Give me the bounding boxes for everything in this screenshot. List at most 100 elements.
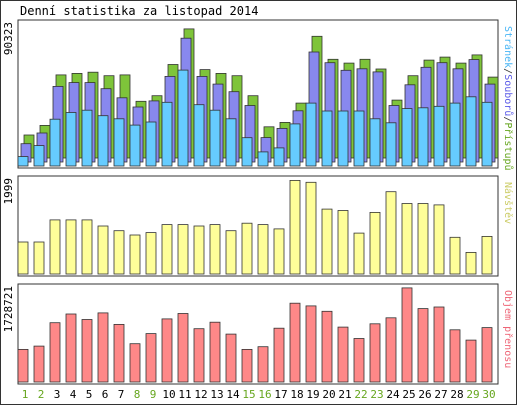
- bar-hosts-Návštěv-day-26: [417, 203, 429, 275]
- bar-hosts-Návštěv-day-16: [257, 224, 269, 275]
- x-tick-label-day-3: 3: [54, 388, 61, 401]
- bar-bandwidth-Objem přenosu-day-23: [369, 323, 381, 383]
- bar-bandwidth-Objem přenosu-day-26: [417, 308, 429, 383]
- legend-entry: Návštěv: [502, 182, 514, 224]
- x-tick-label-day-13: 13: [210, 388, 223, 401]
- x-tick-label-day-20: 20: [322, 388, 335, 401]
- bar-hosts-Návštěv-day-21: [337, 210, 349, 275]
- panel-max-label: 90323: [2, 22, 15, 55]
- bar-visits-Stránek-day-25: [401, 108, 413, 167]
- bar-hosts-Návštěv-day-10: [161, 224, 173, 275]
- bar-hosts-Návštěv-day-5: [81, 219, 93, 275]
- bar-hosts-Návštěv-day-6: [97, 225, 109, 275]
- x-tick-label-day-8: 8: [134, 388, 141, 401]
- x-tick-label-day-11: 11: [178, 388, 191, 401]
- bar-bandwidth-Objem přenosu-day-9: [145, 333, 157, 383]
- bar-visits-Stránek-day-22: [353, 110, 365, 167]
- x-tick-label-day-7: 7: [118, 388, 125, 401]
- x-tick-label-day-27: 27: [434, 388, 447, 401]
- x-tick-label-day-29: 29: [466, 388, 479, 401]
- bar-bandwidth-Objem přenosu-day-13: [209, 321, 221, 383]
- x-tick-label-day-5: 5: [86, 388, 93, 401]
- bar-hosts-Návštěv-day-2: [33, 241, 45, 275]
- bar-bandwidth-Objem přenosu-day-5: [81, 319, 93, 383]
- bar-hosts-Návštěv-day-22: [353, 232, 365, 275]
- bar-hosts-Návštěv-day-28: [449, 236, 461, 275]
- bar-hosts-Návštěv-day-15: [241, 222, 253, 275]
- bar-visits-Stránek-day-9: [145, 121, 157, 167]
- bar-bandwidth-Objem přenosu-day-4: [65, 313, 77, 383]
- bar-visits-Stránek-day-2: [33, 145, 45, 167]
- x-tick-label-day-10: 10: [162, 388, 175, 401]
- legend-entry: Objem přenosu: [502, 290, 514, 368]
- bar-visits-Stránek-day-18: [289, 123, 301, 167]
- x-tick-label-day-2: 2: [38, 388, 45, 401]
- bar-bandwidth-Objem přenosu-day-28: [449, 329, 461, 383]
- bar-hosts-Návštěv-day-3: [49, 219, 61, 275]
- bar-visits-Stránek-day-16: [257, 151, 269, 167]
- bar-visits-Stránek-day-17: [273, 147, 285, 167]
- bar-visits-Stránek-day-10: [161, 101, 173, 167]
- bar-bandwidth-Objem přenosu-day-20: [321, 310, 333, 383]
- x-tick-label-day-1: 1: [22, 388, 29, 401]
- legend-entry: /: [502, 68, 513, 74]
- bar-bandwidth-Objem přenosu-day-22: [353, 338, 365, 383]
- bar-hosts-Návštěv-day-1: [17, 241, 29, 275]
- x-tick-label-day-25: 25: [402, 388, 415, 401]
- bar-bandwidth-Objem přenosu-day-16: [257, 346, 269, 383]
- x-tick-label-day-19: 19: [306, 388, 319, 401]
- x-tick-label-day-22: 22: [354, 388, 367, 401]
- x-tick-label-day-21: 21: [338, 388, 351, 401]
- panel-legend: Objem přenosu: [502, 290, 514, 368]
- bar-visits-Stránek-day-5: [81, 109, 93, 167]
- legend-entry: Souborů: [502, 74, 514, 116]
- bar-visits-Stránek-day-23: [369, 118, 381, 167]
- x-tick-label-day-26: 26: [418, 388, 431, 401]
- bar-bandwidth-Objem přenosu-day-12: [193, 328, 205, 383]
- bar-bandwidth-Objem přenosu-day-14: [225, 333, 237, 383]
- panel-max-label: 1728721: [2, 286, 15, 332]
- bar-visits-Stránek-day-1: [17, 156, 29, 167]
- bar-hosts-Návštěv-day-24: [385, 191, 397, 275]
- bar-hosts-Návštěv-day-17: [273, 228, 285, 275]
- bar-hosts-Návštěv-day-27: [433, 204, 445, 275]
- bar-bandwidth-Objem přenosu-day-27: [433, 306, 445, 383]
- bar-bandwidth-Objem přenosu-day-3: [49, 322, 61, 383]
- panel-legend: Návštěv: [502, 182, 514, 224]
- x-tick-label-day-17: 17: [274, 388, 287, 401]
- bar-visits-Stránek-day-7: [113, 118, 125, 167]
- bar-bandwidth-Objem přenosu-day-15: [241, 348, 253, 383]
- bar-hosts-Návštěv-day-23: [369, 211, 381, 275]
- bar-visits-Stránek-day-11: [177, 69, 189, 167]
- bar-visits-Stránek-day-27: [433, 105, 445, 167]
- bar-visits-Stránek-day-13: [209, 109, 221, 167]
- panel-bandwidth: 1728721 Objem přenosu: [2, 283, 514, 385]
- x-tick-label-day-9: 9: [150, 388, 157, 401]
- legend-entry: Přístupů: [502, 122, 514, 170]
- bar-bandwidth-Objem přenosu-day-17: [273, 327, 285, 383]
- bar-hosts-Návštěv-day-7: [113, 230, 125, 275]
- bar-hosts-Návštěv-day-13: [209, 224, 221, 275]
- bar-visits-Stránek-day-21: [337, 110, 349, 167]
- bar-visits-Stránek-day-8: [129, 124, 141, 167]
- x-tick-label-day-18: 18: [290, 388, 303, 401]
- bar-hosts-Návštěv-day-29: [465, 251, 477, 275]
- bar-visits-Stránek-day-20: [321, 110, 333, 167]
- bar-hosts-Návštěv-day-9: [145, 232, 157, 275]
- bar-bandwidth-Objem přenosu-day-30: [481, 327, 493, 383]
- bar-hosts-Návštěv-day-25: [401, 203, 413, 275]
- panel-visits: 90323 Stránek/Souborů/Přístupů: [2, 19, 514, 171]
- x-tick-label-day-16: 16: [258, 388, 271, 401]
- bar-bandwidth-Objem přenosu-day-8: [129, 343, 141, 383]
- bar-bandwidth-Objem přenosu-day-11: [177, 313, 189, 383]
- bar-visits-Stránek-day-14: [225, 118, 237, 167]
- bar-bandwidth-Objem přenosu-day-6: [97, 312, 109, 383]
- bar-bandwidth-Objem přenosu-day-7: [113, 323, 125, 383]
- bar-bandwidth-Objem přenosu-day-29: [465, 339, 477, 383]
- bar-visits-Stránek-day-26: [417, 107, 429, 167]
- bar-bandwidth-Objem přenosu-day-18: [289, 302, 301, 383]
- bar-visits-Stránek-day-6: [97, 115, 109, 167]
- bar-hosts-Návštěv-day-14: [225, 230, 237, 275]
- bar-hosts-Návštěv-day-20: [321, 208, 333, 275]
